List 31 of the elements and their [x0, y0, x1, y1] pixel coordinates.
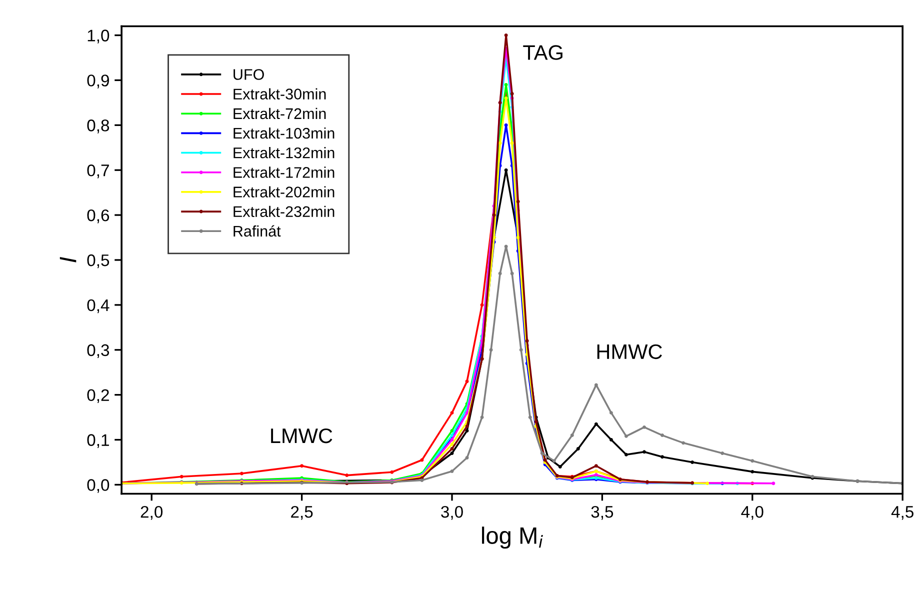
x-tick-label: 3,0 [441, 506, 463, 520]
y-tick-label: 0,9 [87, 74, 109, 88]
x-tick-label: 4,5 [891, 506, 914, 520]
y-tick-label: 0,4 [87, 299, 110, 314]
y-tick-label: 0,1 [87, 434, 109, 448]
y-tick-label: 0,5 [87, 254, 110, 268]
legend-label: Extrakt-103min [234, 127, 334, 139]
annotation: HMWC [597, 344, 662, 360]
y-tick-label: 0,0 [87, 479, 110, 493]
y-tick-label: 0,8 [87, 120, 110, 134]
legend-label: Extrakt-202min [234, 186, 334, 198]
x-axis-title: log M$_{i}$ [482, 526, 543, 549]
legend-label: Rafinát [234, 225, 281, 237]
y-tick-label: 0,7 [87, 164, 109, 178]
x-tick-label: 3,5 [591, 506, 614, 520]
annotation: LMWC [271, 428, 332, 444]
annotation: TAG [523, 45, 562, 60]
x-tick-label: 2,0 [140, 506, 163, 520]
x-tick-label: 2,5 [291, 506, 313, 520]
legend-label: Extrakt-232min [234, 206, 334, 218]
y-tick-label: 0,6 [87, 209, 110, 224]
y-axis-title: I [60, 256, 76, 262]
y-tick-label: 0,2 [87, 389, 109, 404]
x-tick-label: 4,0 [741, 506, 764, 520]
legend-label: UFO [234, 69, 264, 80]
legend-label: Extrakt-72min [234, 108, 326, 120]
y-tick-label: 0,3 [87, 344, 110, 358]
legend-label: Extrakt-30min [234, 88, 326, 100]
legend-label: Extrakt-172min [234, 166, 334, 178]
y-tick-label: 1,0 [88, 30, 110, 44]
legend-label: Extrakt-132min [234, 147, 334, 158]
